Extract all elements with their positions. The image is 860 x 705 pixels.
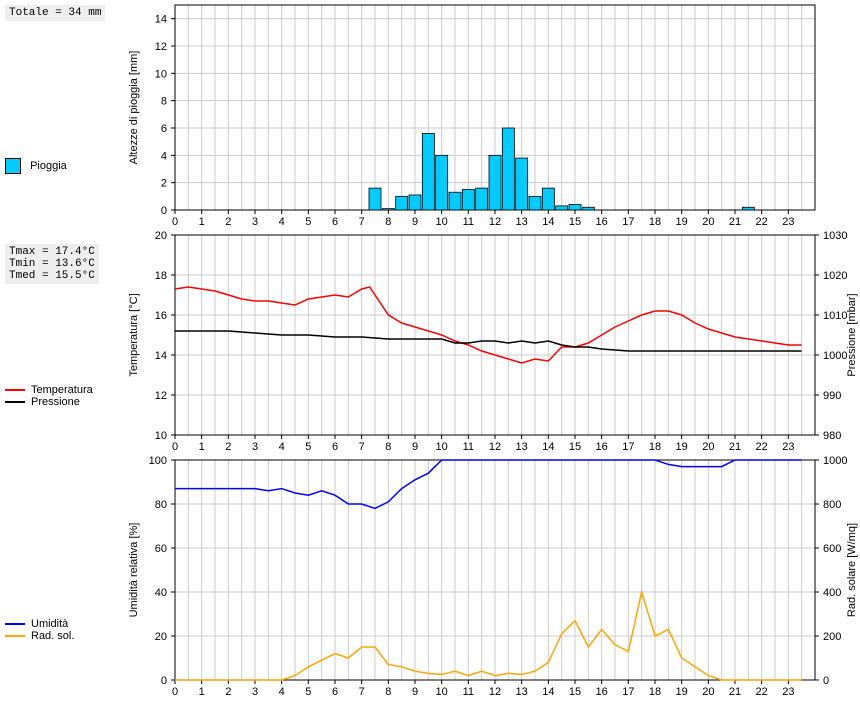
svg-text:17: 17 — [622, 686, 634, 698]
svg-text:60: 60 — [155, 543, 167, 555]
svg-text:800: 800 — [823, 499, 841, 511]
svg-text:18: 18 — [649, 686, 661, 698]
svg-text:3: 3 — [252, 686, 258, 698]
svg-text:12: 12 — [489, 686, 501, 698]
svg-text:11: 11 — [463, 686, 474, 698]
svg-text:6: 6 — [332, 686, 338, 698]
svg-text:40: 40 — [155, 587, 167, 599]
svg-text:2: 2 — [225, 686, 231, 698]
svg-text:80: 80 — [155, 499, 167, 511]
svg-text:Rad. solare [W/mq]: Rad. solare [W/mq] — [846, 523, 858, 617]
svg-text:400: 400 — [823, 587, 841, 599]
svg-text:23: 23 — [782, 686, 794, 698]
svg-text:7: 7 — [359, 686, 365, 698]
svg-text:Umidità relativa [%]: Umidità relativa [%] — [128, 523, 140, 618]
humidity-rad-chart: 0123456789101112131415161718192021222302… — [0, 0, 860, 705]
svg-text:0: 0 — [823, 675, 829, 687]
svg-text:100: 100 — [149, 455, 167, 467]
svg-text:5: 5 — [305, 686, 311, 698]
svg-text:8: 8 — [385, 686, 391, 698]
svg-text:0: 0 — [161, 675, 167, 687]
svg-text:20: 20 — [155, 631, 167, 643]
svg-text:16: 16 — [596, 686, 608, 698]
svg-text:200: 200 — [823, 631, 841, 643]
svg-text:600: 600 — [823, 543, 841, 555]
svg-text:22: 22 — [756, 686, 768, 698]
svg-text:15: 15 — [569, 686, 581, 698]
svg-text:20: 20 — [702, 686, 714, 698]
svg-text:21: 21 — [729, 686, 741, 698]
svg-text:0: 0 — [172, 686, 178, 698]
svg-text:9: 9 — [412, 686, 418, 698]
svg-text:4: 4 — [279, 686, 285, 698]
svg-text:13: 13 — [516, 686, 528, 698]
svg-text:14: 14 — [542, 686, 554, 698]
svg-text:19: 19 — [676, 686, 688, 698]
svg-text:10: 10 — [436, 686, 448, 698]
svg-text:1000: 1000 — [823, 455, 847, 467]
svg-text:1: 1 — [199, 686, 205, 698]
